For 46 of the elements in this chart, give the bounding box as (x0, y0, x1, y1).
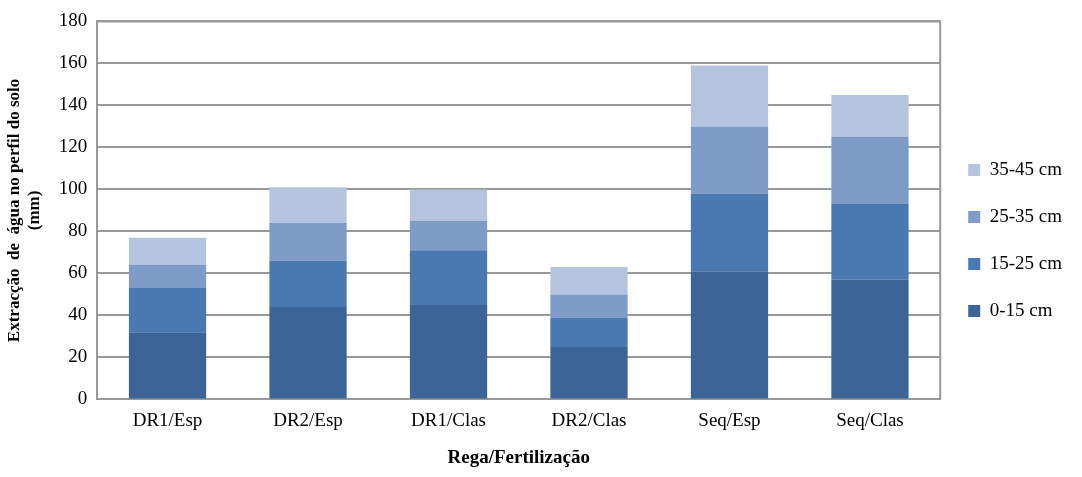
bar (269, 260, 347, 307)
y-tick-label: 60 (68, 261, 88, 283)
bar (269, 187, 347, 223)
bar (409, 250, 488, 305)
bar (831, 94, 909, 137)
bar (269, 307, 347, 399)
legend-label: 0-15 cm (989, 298, 1053, 320)
y-axis-title: Extracção de água no perfil do solo (mm) (3, 78, 43, 343)
x-tick-label: Seq/Esp (698, 408, 761, 430)
y-tick-label: 80 (68, 219, 88, 241)
y-tick-label: 160 (58, 51, 88, 73)
legend-label: 25-35 cm (989, 204, 1063, 226)
bar (550, 346, 628, 399)
bar (550, 294, 628, 318)
y-tick-label: 180 (58, 9, 88, 31)
bar (409, 304, 488, 399)
x-tick-label: DR2/Clas (551, 408, 627, 430)
bar (128, 237, 207, 265)
x-tick-label: Seq/Clas (836, 408, 904, 430)
y-tick-label: 100 (58, 177, 88, 199)
y-tick-label: 140 (58, 93, 88, 115)
bar (690, 271, 769, 399)
bar (409, 220, 488, 251)
x-tick-label: DR1/Esp (132, 408, 203, 430)
bar (831, 204, 909, 280)
bar (831, 279, 909, 399)
y-tick-label: 120 (58, 135, 88, 157)
y-tick-label: 20 (68, 345, 88, 367)
bar (128, 332, 207, 399)
bar (690, 126, 769, 194)
legend-label: 35-45 cm (989, 157, 1063, 179)
bar (831, 136, 909, 205)
bar (128, 288, 207, 333)
x-tick-label: DR1/Clas (411, 408, 486, 430)
y-tick-label: 0 (77, 387, 88, 409)
bar (550, 317, 628, 347)
legend-label: 15-25 cm (989, 251, 1063, 273)
x-tick-label: DR2/Esp (273, 408, 343, 430)
bar (690, 193, 769, 272)
bar (409, 189, 488, 221)
x-axis-title: Rega/Fertilização (447, 445, 590, 467)
bar (128, 265, 207, 289)
y-tick-label: 40 (68, 303, 88, 325)
bar (690, 65, 769, 127)
bar (269, 223, 347, 261)
bar (550, 267, 628, 295)
